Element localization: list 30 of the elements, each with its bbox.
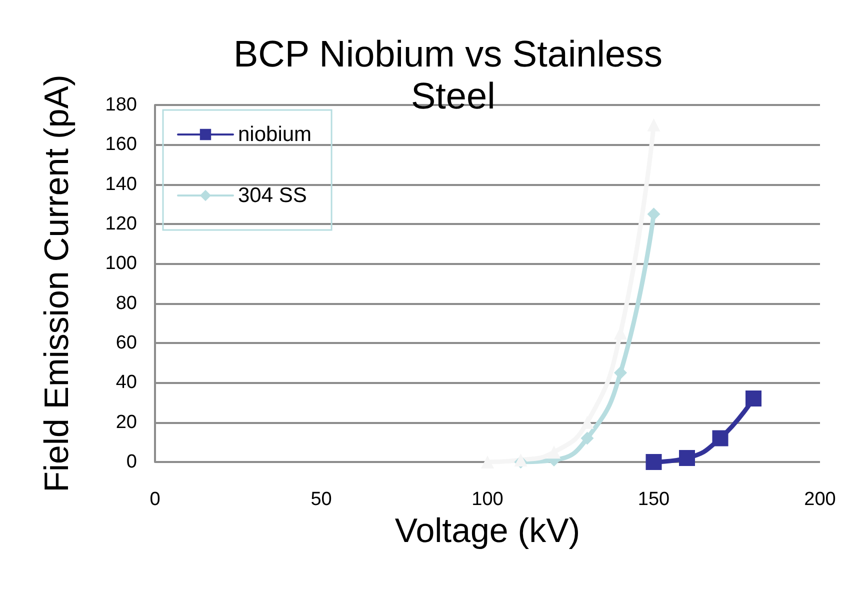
y-tick-label: 60 xyxy=(116,332,137,354)
point xyxy=(580,416,594,429)
y-tick-label: 140 xyxy=(105,174,137,195)
chart-title: BCP Niobium vs Stainless Steel xyxy=(233,34,663,116)
y-tick-label: 80 xyxy=(116,292,137,314)
x-tick-label: 100 xyxy=(472,489,504,510)
x-tick-label: 0 xyxy=(150,489,160,510)
point xyxy=(712,430,728,446)
y-tick-label: 20 xyxy=(116,412,137,433)
y-tick-label: 180 xyxy=(105,94,137,116)
point xyxy=(646,454,662,470)
point xyxy=(580,432,594,445)
point xyxy=(647,208,660,221)
x-tick-label: 50 xyxy=(310,489,332,510)
y-tick-label: 120 xyxy=(105,214,137,234)
point xyxy=(746,390,762,407)
point xyxy=(481,456,494,468)
x-tick-label: 200 xyxy=(804,489,836,510)
y-axis-title: Field Emission Current (pA) xyxy=(38,74,76,492)
x-tick-label: 150 xyxy=(638,489,670,510)
x-axis-title: Voltage (kV) xyxy=(394,512,580,550)
y-tick-label: 0 xyxy=(126,452,137,472)
y-tick-label: 160 xyxy=(105,134,137,156)
point xyxy=(548,446,560,459)
y-tick-label: 40 xyxy=(116,372,137,394)
legend-label: 304 SS xyxy=(238,184,307,207)
point xyxy=(614,366,627,380)
legend-label: niobium xyxy=(238,123,312,146)
y-tick-label: 100 xyxy=(105,253,137,274)
point xyxy=(679,450,695,466)
